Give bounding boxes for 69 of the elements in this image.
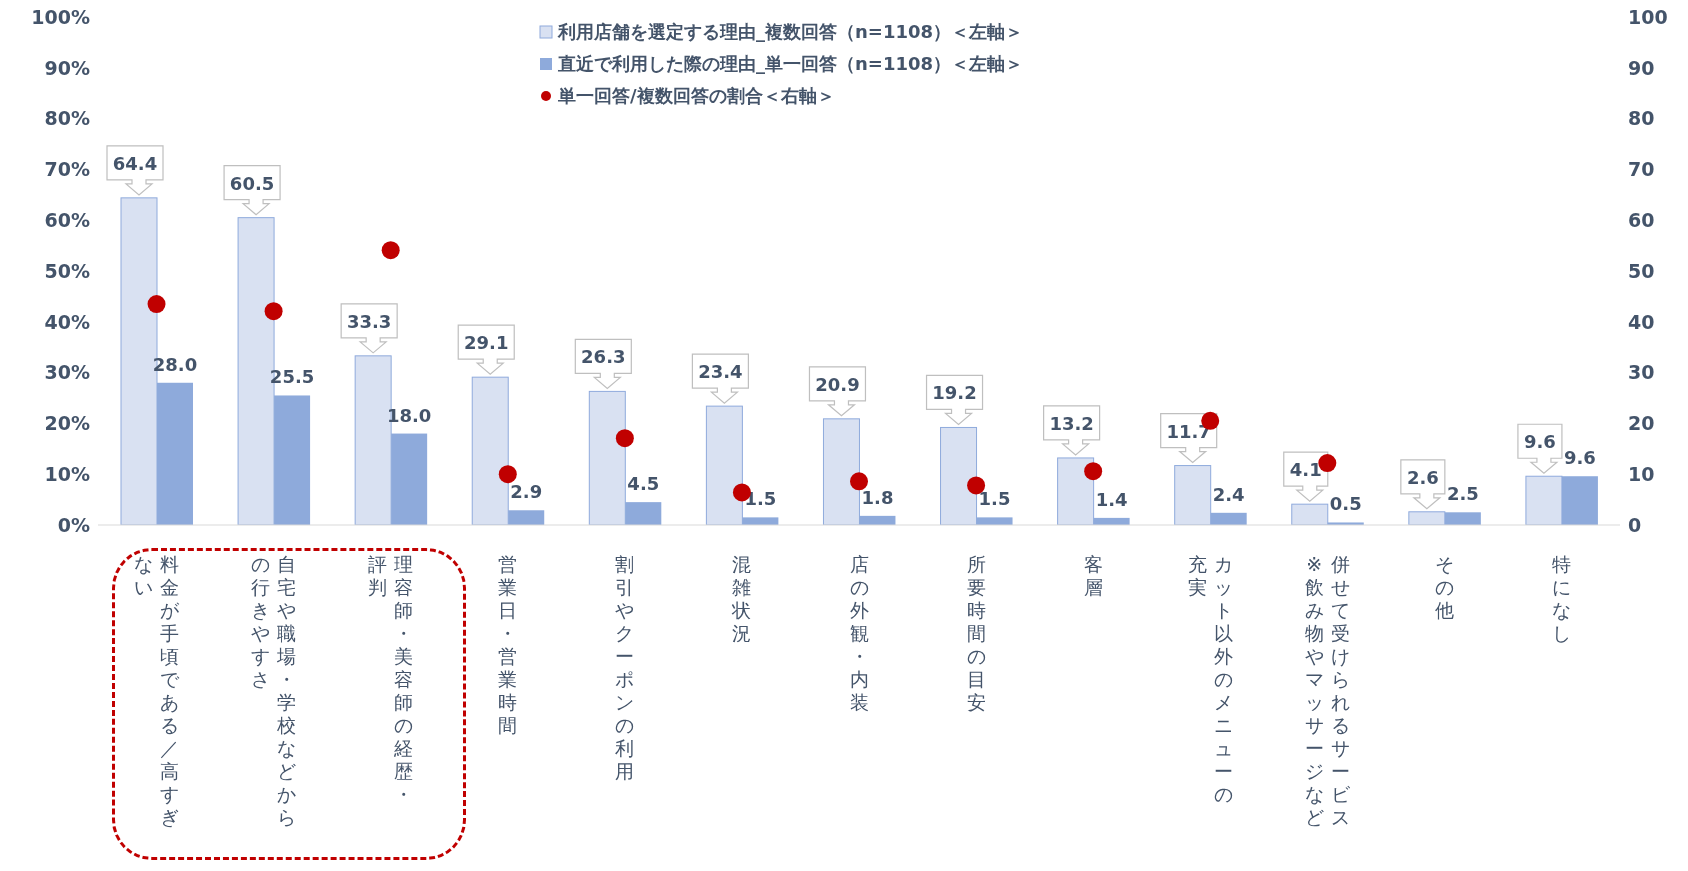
y-tick-label: 0% <box>57 513 90 536</box>
y2-tick-label: 20 <box>1628 412 1655 435</box>
category-label: 理容師・美容師の経歴・評判 <box>368 553 414 805</box>
x-tick-label: その他 <box>1434 553 1454 621</box>
data-label: 60.5 <box>229 172 275 194</box>
data-label: 2.4 <box>1212 483 1245 505</box>
data-label: 23.4 <box>698 361 743 383</box>
y2-tick-label: 10 <box>1628 462 1655 485</box>
legend-label: 単一回答/複数回答の割合＜右軸＞ <box>558 84 835 108</box>
legend-label: 直近で利用した際の理由_単一回答（n=1108）＜左軸＞ <box>558 52 1023 76</box>
y2-tick-label: 30 <box>1628 361 1655 384</box>
y2-tick-label: 60 <box>1628 208 1655 231</box>
y-tick-label: 90% <box>44 56 90 79</box>
point <box>381 241 400 260</box>
y2-tick-label: 80 <box>1628 107 1655 130</box>
y-tick-label: 80% <box>44 107 90 130</box>
data-label: 19.2 <box>932 382 977 404</box>
point <box>147 295 166 314</box>
point <box>850 472 868 491</box>
point <box>498 465 517 484</box>
y-tick-label: 60% <box>44 208 90 231</box>
y-tick-label: 40% <box>44 310 90 333</box>
data-label: 4.5 <box>627 473 660 495</box>
data-label: 0.5 <box>1329 493 1362 515</box>
y-tick-label: 100% <box>31 5 90 28</box>
point <box>264 302 283 321</box>
data-label: 9.6 <box>1523 431 1556 453</box>
data-label: 1.8 <box>861 486 894 508</box>
category-label: 料金が手頃である／高すぎない <box>134 553 180 828</box>
x-tick-label: 営業日・営業時間 <box>498 553 518 736</box>
data-label: 1.5 <box>978 488 1011 510</box>
y2-tick-label: 0 <box>1628 513 1642 536</box>
data-label: 28.0 <box>152 353 198 375</box>
point <box>1084 462 1103 481</box>
data-label: 13.2 <box>1049 412 1094 434</box>
data-label: 25.5 <box>269 366 315 388</box>
y-tick-label: 10% <box>44 462 90 485</box>
y2-tick-label: 70 <box>1628 158 1655 181</box>
y-tick-label: 70% <box>44 158 90 181</box>
data-label: 29.1 <box>464 332 509 354</box>
data-label: 9.6 <box>1563 447 1596 469</box>
y2-tick-label: 100 <box>1628 5 1668 28</box>
category-label: 自宅や職場・学校などからの行きやすさ <box>251 553 297 828</box>
x-tick-label: 客層 <box>1083 553 1103 598</box>
data-label: 64.4 <box>112 152 158 174</box>
category-label: 併せて受けられるサービス※飲み物やマッサージなど <box>1304 553 1350 828</box>
data-label: 4.1 <box>1289 459 1322 481</box>
y2-tick-label: 50 <box>1628 259 1655 282</box>
x-tick-label: 混雑状況 <box>732 553 752 644</box>
x-tick-label: 店の外観・内装 <box>849 553 869 713</box>
legend-label: 利用店舗を選定する理由_複数回答（n=1108）＜左軸＞ <box>558 20 1023 44</box>
data-label: 26.3 <box>581 346 626 368</box>
data-label: 2.6 <box>1406 466 1439 488</box>
data-label: 2.9 <box>510 481 543 503</box>
point <box>615 429 634 448</box>
data-label: 33.3 <box>346 310 392 332</box>
y2-tick-label: 90 <box>1628 56 1655 79</box>
data-label: 1.4 <box>1095 488 1128 510</box>
y-tick-label: 30% <box>44 361 90 384</box>
x-tick-label: 特になし <box>1551 553 1571 644</box>
data-label: 2.5 <box>1446 483 1479 505</box>
data-label: 20.9 <box>815 373 860 395</box>
y-tick-label: 20% <box>44 412 90 435</box>
x-tick-label: 所要時間の目安 <box>966 553 986 713</box>
category-label: 割引やクーポンの利用 <box>615 553 635 782</box>
y-tick-label: 50% <box>44 259 90 282</box>
category-label: カット以外のメニューの充実 <box>1187 553 1233 805</box>
data-label: 18.0 <box>386 404 432 426</box>
y2-tick-label: 40 <box>1628 310 1655 333</box>
